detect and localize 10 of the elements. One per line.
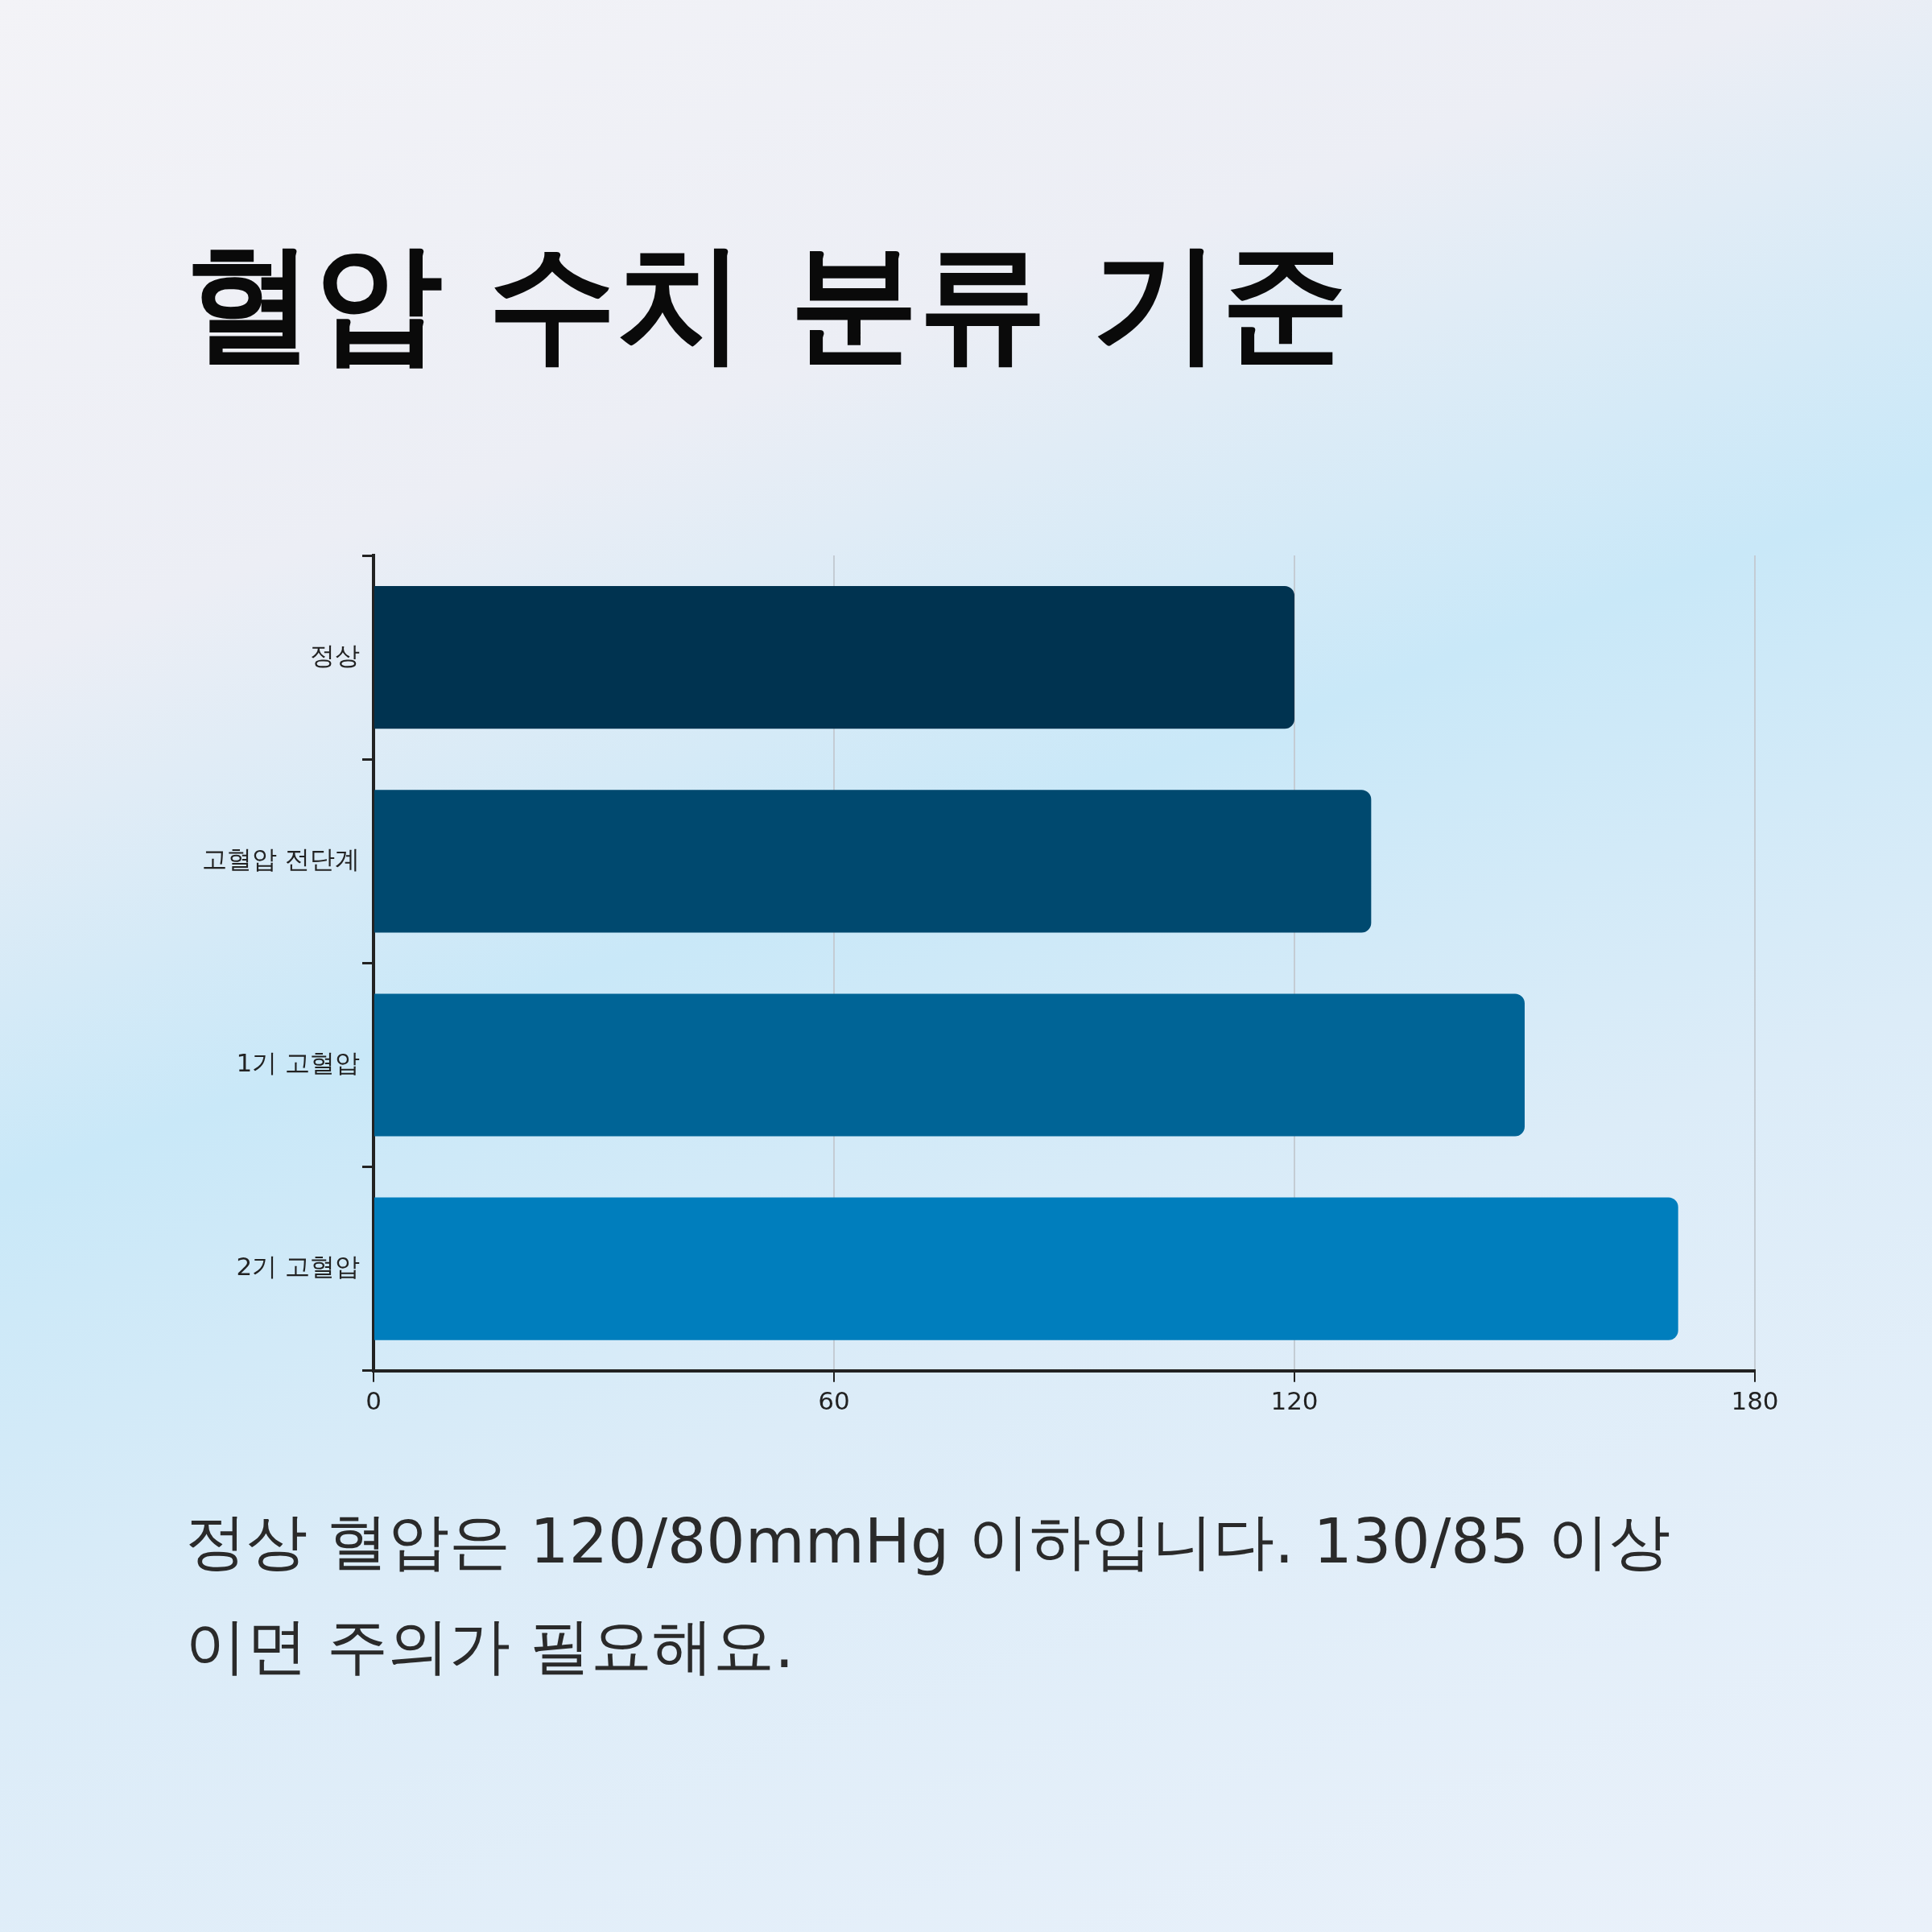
x-tick-label: 0 bbox=[365, 1386, 382, 1416]
x-tick-label: 120 bbox=[1270, 1386, 1319, 1416]
y-tick-label: 2기 고혈압 bbox=[236, 1252, 360, 1282]
y-tick-label: 정상 bbox=[310, 640, 360, 670]
x-tick-label: 180 bbox=[1731, 1386, 1779, 1416]
y-tick-label: 1기 고혈압 bbox=[236, 1048, 360, 1078]
text: 정상 혈압은 120/80mmHg 이하입니다. 130/85 이상이면 주의가 필요해요. bbox=[185, 1505, 1672, 1683]
chart-title: 혈압 수치 분류 기준 bbox=[185, 226, 1351, 379]
y-tick-label: 고혈압 전단계 bbox=[202, 844, 360, 873]
x-tick-label: 60 bbox=[818, 1386, 850, 1416]
